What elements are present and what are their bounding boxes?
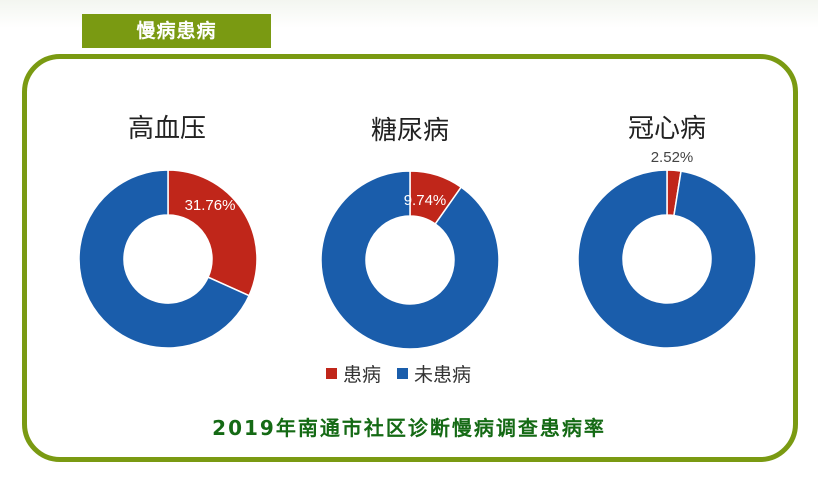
chart-title-coronary: 冠心病 xyxy=(627,114,707,144)
legend-item-not-ill: 未患病 xyxy=(397,360,471,387)
chart-title-diabetes: 糖尿病 xyxy=(370,116,450,146)
legend-item-ill: 患病 xyxy=(326,360,381,387)
donut-slice-coronary-not-ill xyxy=(577,169,757,349)
chart-panel xyxy=(22,54,798,462)
donut-slice-diabetes-not-ill xyxy=(320,170,500,350)
chart-title-hypertension: 高血压 xyxy=(127,114,207,144)
data-label-diabetes: 9.74% xyxy=(404,192,447,209)
legend-swatch-not-ill xyxy=(397,368,409,379)
legend: 患病 未患病 xyxy=(326,360,487,387)
legend-swatch-ill xyxy=(326,368,337,379)
chart-caption: 2019年南通市社区诊断慢病调查患病率 xyxy=(212,416,606,440)
section-tab[interactable]: 慢病患病 xyxy=(82,14,271,48)
data-label-hypertension: 31.76% xyxy=(185,197,236,214)
legend-label-not-ill: 未患病 xyxy=(414,364,472,386)
donut-slice-hypertension-ill xyxy=(167,169,258,297)
donut-slice-hypertension-not-ill xyxy=(78,169,251,349)
legend-label-ill: 患病 xyxy=(343,364,382,386)
data-label-coronary: 2.52% xyxy=(651,149,694,166)
